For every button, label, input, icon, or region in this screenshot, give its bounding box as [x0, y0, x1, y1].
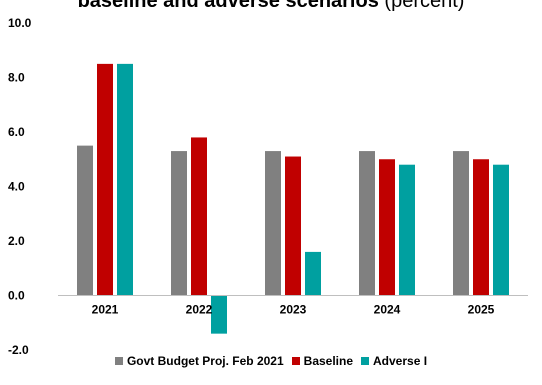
- bar-govt-budget-proj-feb-2021-2024: [359, 151, 375, 296]
- bar-adverse-i-2021: [117, 63, 133, 296]
- bar-baseline-2022: [191, 137, 207, 296]
- y-tick-label: -2.0: [8, 343, 29, 357]
- bar-adverse-i-2023: [305, 251, 321, 296]
- chart-title-unit: (percent): [384, 0, 465, 12]
- y-tick-label: 8.0: [8, 71, 25, 85]
- legend-item: Baseline: [291, 354, 354, 368]
- bar-baseline-2025: [473, 159, 489, 296]
- bar-baseline-2023: [285, 156, 301, 296]
- x-tick-label: 2023: [280, 303, 307, 317]
- y-tick-label: 10.0: [8, 16, 32, 30]
- legend-swatch: [361, 357, 370, 365]
- y-tick-label: 0.0: [8, 289, 25, 303]
- bar-baseline-2021: [97, 63, 113, 296]
- bar-govt-budget-proj-feb-2021-2023: [265, 151, 281, 296]
- bar-adverse-i-2024: [399, 164, 415, 296]
- bar-govt-budget-proj-feb-2021-2022: [171, 151, 187, 296]
- y-tick-label: 2.0: [8, 234, 25, 248]
- chart-title: baseline and adverse scenarios (percent): [0, 0, 542, 13]
- legend-item: Adverse I: [361, 354, 427, 368]
- chart-title-main: baseline and adverse scenarios: [77, 0, 379, 12]
- x-tick-label: 2024: [374, 303, 401, 317]
- legend: Govt Budget Proj. Feb 2021 Baseline Advers…: [0, 354, 542, 368]
- legend-label: Baseline: [303, 354, 354, 368]
- legend-label: Adverse I: [373, 354, 428, 368]
- x-tick-label: 2021: [92, 303, 119, 317]
- legend-swatch: [114, 357, 123, 365]
- bar-govt-budget-proj-feb-2021-2025: [453, 151, 469, 296]
- y-tick-label: 6.0: [8, 125, 25, 139]
- x-tick-label: 2025: [468, 303, 495, 317]
- y-tick-label: 4.0: [8, 180, 25, 194]
- legend-swatch: [291, 357, 300, 365]
- legend-item: Govt Budget Proj. Feb 2021: [114, 354, 284, 368]
- bar-baseline-2024: [379, 159, 395, 296]
- legend-label: Govt Budget Proj. Feb 2021: [126, 354, 284, 368]
- bar-adverse-i-2022: [211, 295, 227, 334]
- x-tick-label: 2022: [186, 303, 213, 317]
- bar-adverse-i-2025: [493, 164, 509, 296]
- bar-govt-budget-proj-feb-2021-2021: [77, 145, 93, 296]
